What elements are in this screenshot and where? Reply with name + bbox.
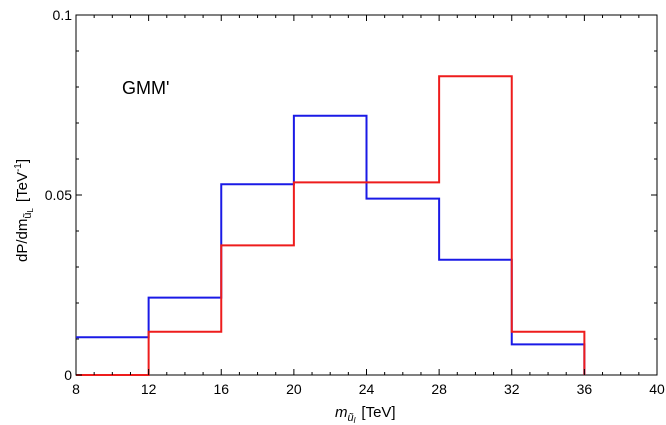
series-1-line xyxy=(76,114,586,375)
x-tick-label: 8 xyxy=(72,381,80,397)
x-tick-label: 28 xyxy=(431,381,447,397)
x-axis-title-main: m xyxy=(335,404,348,421)
y-axis-title-subsub: L xyxy=(26,208,35,213)
y-tick-label: 0 xyxy=(64,367,72,383)
x-tick-label: 20 xyxy=(286,381,302,397)
x-axis-title-subsub: l xyxy=(354,416,356,425)
x-axis: 8 12 16 20 24 28 32 36 40 xyxy=(72,15,665,397)
y-axis-title-unit-pre: [TeV xyxy=(14,172,31,202)
x-tick-label: 24 xyxy=(359,381,375,397)
y-axis-title-unit-post: ] xyxy=(14,159,31,163)
series-layer xyxy=(76,75,586,376)
y-axis-title: dP/dmũL [TeV-1] xyxy=(13,159,35,262)
x-axis-title: mũl [TeV] xyxy=(335,404,396,425)
x-tick-label: 32 xyxy=(504,381,520,397)
y-axis-title-unit-sup: -1 xyxy=(13,163,24,172)
y-axis: 0 0.05 0.1 xyxy=(45,7,657,383)
y-axis-title-main: dP/dm xyxy=(14,219,31,262)
y-tick-label: 0.1 xyxy=(53,7,73,23)
chart-annotation: GMM' xyxy=(122,78,169,98)
y-axis-title-sub: ũ xyxy=(22,213,34,219)
x-tick-label: 36 xyxy=(577,381,593,397)
x-tick-label: 12 xyxy=(141,381,157,397)
series-2-line xyxy=(76,75,586,376)
x-tick-label: 16 xyxy=(213,381,229,397)
x-axis-title-unit: [TeV] xyxy=(361,404,395,421)
x-tick-label: 40 xyxy=(649,381,665,397)
x-axis-title-sub: ũ xyxy=(348,412,354,424)
y-tick-label: 0.05 xyxy=(45,187,72,203)
